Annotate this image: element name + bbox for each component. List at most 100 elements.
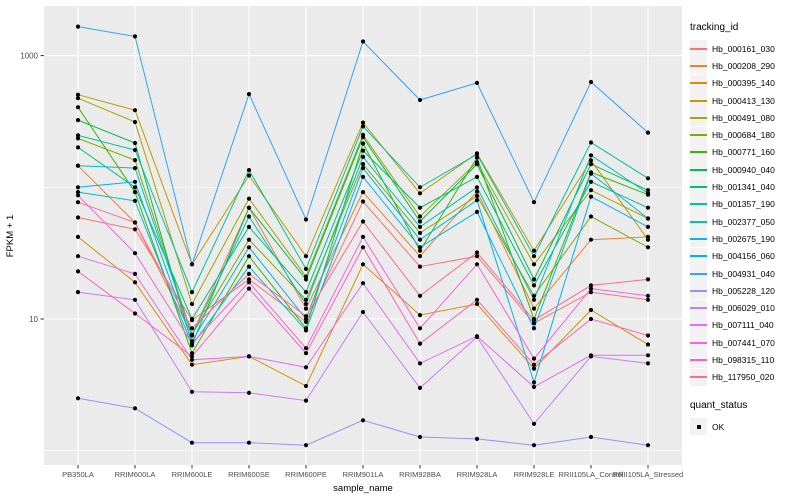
data-point xyxy=(645,293,651,298)
data-point xyxy=(360,120,366,125)
legend-item-label: Hb_117950_020 xyxy=(712,372,775,383)
data-point xyxy=(132,271,138,276)
legend-item: Hb_006029_010 xyxy=(690,299,798,317)
legend-key-swatch xyxy=(690,213,707,231)
data-point xyxy=(246,286,252,291)
data-point xyxy=(303,301,309,307)
data-point xyxy=(474,297,480,302)
data-point xyxy=(588,316,594,322)
legend-item: Hb_000208_290 xyxy=(690,57,798,75)
data-point xyxy=(474,334,480,339)
data-point xyxy=(360,234,366,239)
x-tick-label: RRIM928BA xyxy=(399,470,441,479)
data-point xyxy=(645,443,651,448)
data-point xyxy=(246,440,252,445)
data-point xyxy=(189,290,195,295)
data-point xyxy=(246,173,252,178)
data-point xyxy=(588,283,594,288)
data-point xyxy=(588,434,594,440)
data-point xyxy=(645,224,651,229)
data-point xyxy=(75,290,81,295)
data-point xyxy=(303,346,309,351)
legend-item-label: Hb_002675_190 xyxy=(712,233,775,244)
legend-item: Hb_002377_050 xyxy=(690,213,798,231)
legend-item: Hb_001357_190 xyxy=(690,195,798,213)
data-point xyxy=(645,297,651,302)
legend-item-label: Hb_007441_070 xyxy=(712,337,775,348)
data-point xyxy=(588,286,594,291)
data-point xyxy=(531,321,537,326)
plot-panel: PB350LA RRIM600LA RRIM600LE RRIM600SE RRIM60… xyxy=(20,6,683,479)
legend-title-tracking-id: tracking_id xyxy=(690,22,739,33)
data-point xyxy=(303,306,309,311)
data-point xyxy=(588,237,594,242)
data-point xyxy=(360,174,366,179)
data-point xyxy=(75,92,81,97)
data-point xyxy=(75,163,81,168)
data-point xyxy=(75,269,81,274)
data-point xyxy=(645,176,651,181)
data-point xyxy=(75,190,81,195)
legend-key-point xyxy=(690,418,707,436)
legend-item: Hb_002675_190 xyxy=(690,230,798,248)
x-tick-label: PB350LA xyxy=(62,470,94,479)
legend-item-label: Hb_004156_060 xyxy=(712,251,775,262)
data-point xyxy=(645,216,651,221)
data-point xyxy=(645,245,651,250)
y-tick-label: 1000 xyxy=(20,51,38,60)
legend-item-label: Hb_001341_040 xyxy=(712,182,775,193)
data-point xyxy=(474,80,480,85)
legend-item: Hb_117950_020 xyxy=(690,368,798,386)
data-point xyxy=(417,185,423,190)
data-point xyxy=(474,152,480,157)
data-point xyxy=(75,396,81,401)
legend-item-label: Hb_000395_140 xyxy=(712,78,775,89)
legend-item-label: Hb_098315_110 xyxy=(712,354,775,365)
data-point xyxy=(417,97,423,103)
legend-key-swatch xyxy=(690,247,707,265)
data-point xyxy=(360,135,366,140)
data-point xyxy=(75,24,81,29)
x-axis-title: sample_name xyxy=(333,483,393,494)
data-point xyxy=(246,205,252,210)
data-point xyxy=(474,250,480,255)
data-point xyxy=(588,79,594,85)
data-point xyxy=(474,162,480,167)
data-point xyxy=(531,366,537,371)
data-point xyxy=(132,251,138,256)
data-point xyxy=(189,301,195,307)
y-tick-label: 10 xyxy=(29,315,38,324)
data-point xyxy=(189,440,195,445)
data-point xyxy=(360,281,366,286)
data-point xyxy=(645,130,651,135)
data-point xyxy=(588,194,594,199)
data-point xyxy=(303,398,309,403)
data-point xyxy=(531,283,537,288)
legend-item: Hb_000161_030 xyxy=(690,40,798,58)
data-point xyxy=(360,39,366,44)
legend-item-label: Hb_000771_160 xyxy=(712,147,775,158)
legend-key-swatch xyxy=(690,40,707,58)
data-point xyxy=(132,34,138,39)
data-point xyxy=(132,280,138,285)
legend-key-swatch xyxy=(690,74,707,92)
data-point xyxy=(417,191,423,196)
data-point xyxy=(645,205,651,210)
legend-item-label: Hb_000491_080 xyxy=(712,112,775,123)
data-point xyxy=(303,266,309,271)
data-point xyxy=(588,140,594,145)
data-point xyxy=(132,227,138,232)
data-point xyxy=(189,354,195,359)
legend-item-label: Hb_002377_050 xyxy=(712,216,775,227)
data-point xyxy=(360,154,366,159)
data-point xyxy=(417,385,423,390)
data-point xyxy=(531,306,537,311)
x-tick-label: RRII105LA_Stressed xyxy=(613,470,683,479)
data-point xyxy=(132,220,138,225)
data-point xyxy=(303,443,309,448)
data-point xyxy=(75,136,81,141)
legend-item-label: Hb_006029_010 xyxy=(712,303,775,314)
data-point xyxy=(417,245,423,250)
data-point xyxy=(417,264,423,269)
data-point xyxy=(417,293,423,298)
